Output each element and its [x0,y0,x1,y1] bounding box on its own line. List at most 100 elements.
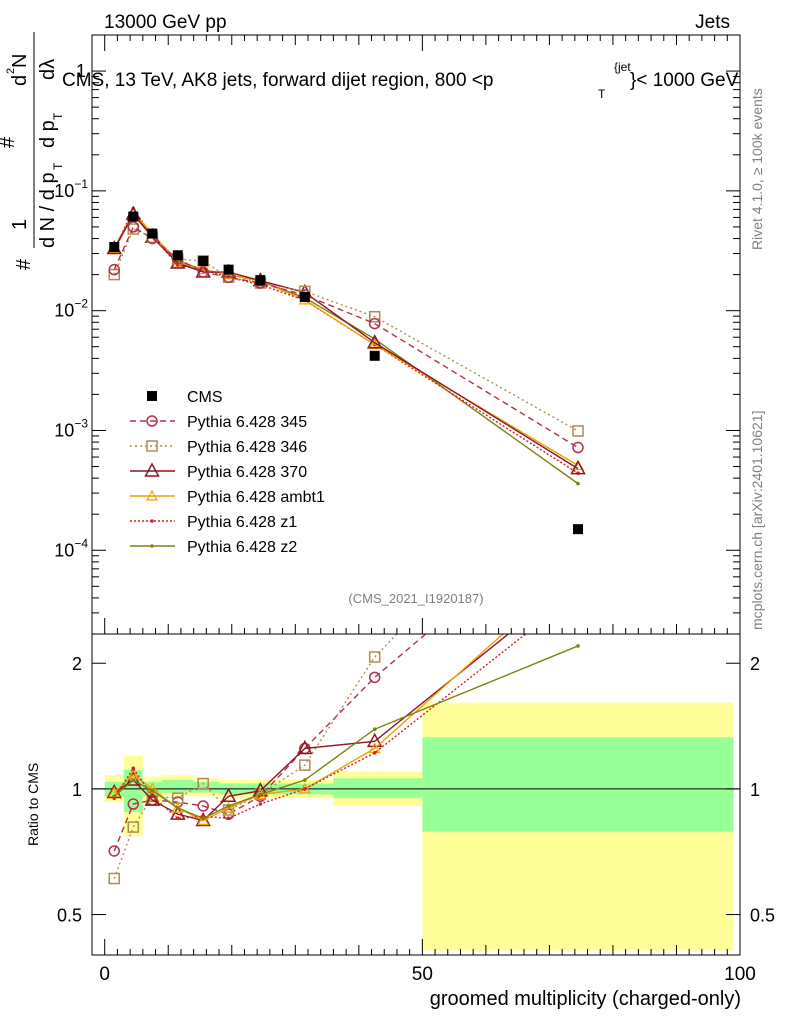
legend-item-ambt1: Pythia 6.428 ambt1 [130,489,325,506]
ratio-point-p346-8 [370,652,380,662]
rivet-version-label: Rivet 4.1.0, ≥ 100k events [749,88,765,250]
ratio-point-z1-7 [303,787,307,791]
point-p345-9 [573,443,583,453]
analysis-title: CMS, 13 TeV, AK8 jets, forward dijet reg… [62,60,739,101]
y-label-n: N [9,54,31,68]
ratio-point-z1-6 [259,802,263,806]
point-cms-5 [224,265,234,275]
analysis-id: (CMS_2021_I1920187) [348,591,483,606]
y-label-d: d [9,75,31,86]
ratio-point-z2-1 [131,778,135,782]
y-axis-label-ratio: Ratio to CMS [25,763,41,846]
y-label-t2: T [51,112,65,120]
x-tick-label-2: 100 [724,964,756,985]
y-label-dn-dpt: d N / d p [37,172,59,248]
analysis-title-subscript: T [598,87,606,101]
main-ytick-label-3: 10−1 [54,177,88,201]
y-label-dpt: d p [37,120,59,148]
band-green-1 [124,770,143,812]
ratio-point-z2-4 [201,817,205,821]
legend-item-p346: Pythia 6.428 346 [130,439,307,456]
ratio-point-z2-9 [576,644,580,648]
y-label-hash-2: # [0,136,19,148]
y-label-dlambda: dλ [37,59,59,80]
point-cms-2 [147,229,157,239]
ratio-point-z1-5 [227,817,231,821]
legend-item-p370: Pythia 6.428 370 [130,464,307,481]
legend-marker-cms [147,391,157,401]
point-cms-6 [255,275,265,285]
main-ytick-label-1: 10−3 [54,416,88,440]
energy-label: 13000 GeV pp [104,12,227,33]
analysis-title-tail: }< 1000 GeV [630,70,739,91]
x-tick-label-0: 0 [99,964,110,985]
legend-item-z2: Pythia 6.428 z2 [130,539,297,556]
legend-marker-z1 [150,519,154,523]
x-tick-label-1: 50 [412,964,433,985]
ratio-point-z2-2 [151,789,155,793]
legend-label-z1: Pythia 6.428 z1 [187,514,297,531]
x-axis-label: groomed multiplicity (charged-only) [430,988,741,1010]
ratio-point-p345-8 [370,672,380,682]
main-ytick-label-2: 10−2 [54,297,88,321]
point-z2-9 [576,482,580,486]
legend-item-z1: Pythia 6.428 z1 [130,514,297,531]
ratio-point-z1-8 [373,751,377,755]
ratio-point-z2-0 [112,794,116,798]
uncertainty-bands [92,703,740,951]
line-p346 [114,229,578,431]
point-cms-1 [128,212,138,222]
ratio-ytick-label-right-0: 0.5 [750,906,775,926]
y-axis-label-main: # 1 d N / d p T # d p T d 2 N dλ [0,32,65,270]
series-cms [109,212,583,535]
point-cms-3 [173,250,183,260]
legend-label-p370: Pythia 6.428 370 [187,464,307,481]
band-green-9 [422,737,733,831]
ratio-point-z1-2 [151,794,155,798]
ratio-point-z2-8 [373,727,377,731]
legend: CMS Pythia 6.428 345 Pythia 6.428 346 Pythi… [130,389,325,556]
point-cms-0 [109,242,119,252]
legend-label-cms: CMS [187,389,223,406]
ratio-point-z2-3 [176,806,180,810]
band-green-8 [333,778,422,798]
y-label-t1: T [51,162,65,170]
analysis-title-superscript: {jet [614,60,631,74]
chart-figure: 10−4 10−3 10−2 10−1 1 0.5 0.5 1 1 2 2 0 50 100 13000 … [0,0,786,1024]
point-cms-4 [198,256,208,266]
ratio-ytick-label-left-1: 1 [72,780,82,800]
mcplots-label: mcplots.cern.ch [arXiv:2401.10621] [749,411,765,630]
legend-item-p345: Pythia 6.428 345 [130,414,307,431]
point-cms-7 [300,292,310,302]
ratio-ytick-label-right-2: 2 [750,654,760,674]
analysis-title-main: CMS, 13 TeV, AK8 jets, forward dijet reg… [62,70,493,91]
y-label-hash-1: # [13,258,35,270]
line-z2 [114,214,578,484]
ratio-point-z2-6 [259,793,263,797]
ratio-point-z1-1 [131,767,135,771]
line-ambt1 [114,212,578,465]
legend-marker-z2 [150,544,154,548]
legend-label-ambt1: Pythia 6.428 ambt1 [187,489,325,506]
ratio-point-z2-5 [227,804,231,808]
legend-item-cms: CMS [147,389,223,406]
line-p345 [114,227,578,448]
point-cms-8 [370,351,380,361]
ratio-ytick-label-left-0: 0.5 [57,906,82,926]
legend-label-z2: Pythia 6.428 z2 [187,539,297,556]
point-p346-9 [573,426,583,436]
process-label: Jets [695,12,730,33]
legend-marker-p370 [146,464,159,476]
ratio-point-z1-3 [176,817,180,821]
legend-label-p346: Pythia 6.428 346 [187,439,307,456]
ratio-ytick-label-right-1: 1 [750,780,760,800]
y-label-one: 1 [9,219,31,230]
main-ytick-label-0: 10−4 [54,536,88,560]
main-series-layer [108,207,585,534]
line-p370 [114,214,578,469]
legend-label-p345: Pythia 6.428 345 [187,414,307,431]
band-green-3 [162,780,194,793]
series-p370 [108,207,585,474]
ratio-ytick-label-left-2: 2 [72,654,82,674]
series-ambt1 [109,207,583,469]
